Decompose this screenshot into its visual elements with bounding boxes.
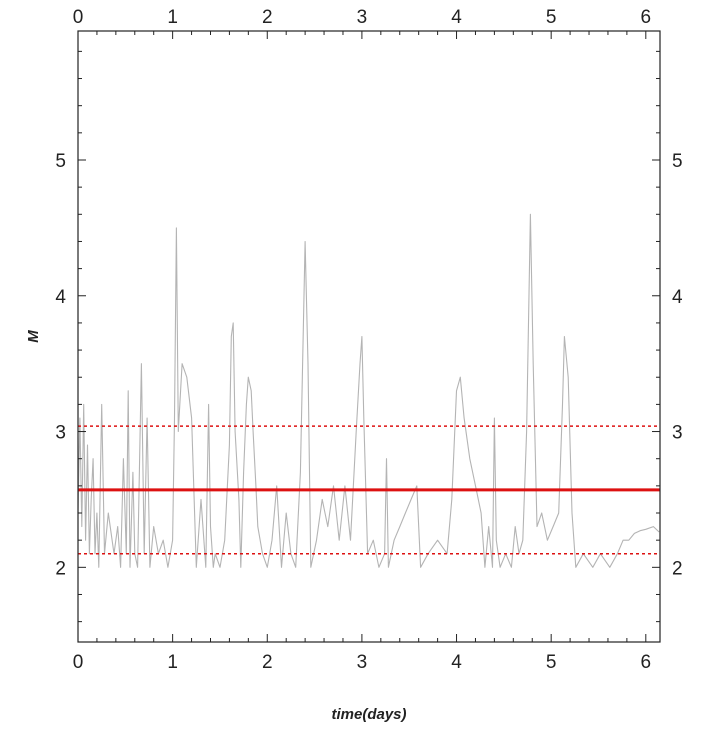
- y-tick-label-right: 4: [672, 287, 683, 308]
- y-tick-label-left: 3: [55, 423, 66, 444]
- x-tick-label-top: 2: [262, 7, 273, 28]
- y-tick-label-left: 5: [55, 151, 66, 172]
- x-tick-label-bottom: 6: [641, 652, 652, 673]
- x-tick-label-top: 6: [641, 7, 652, 28]
- x-tick-label-bottom: 1: [167, 652, 178, 673]
- x-tick-label-top: 3: [357, 7, 368, 28]
- series-layer: [77, 213, 660, 568]
- x-tick-label-top: 4: [451, 7, 462, 28]
- ticks-layer: 0 0 1 1 2 2 3 3 4 4 5 5 6 6 2 2 3 3 4 4 5 5: [55, 7, 683, 673]
- y-tick-label-left: 4: [55, 287, 66, 308]
- x-tick-label-bottom: 5: [546, 652, 557, 673]
- y-tick-label-left: 2: [55, 558, 66, 579]
- plot-frame: [77, 30, 661, 643]
- x-tick-label-bottom: 4: [451, 652, 462, 673]
- y-tick-label-right: 5: [672, 151, 683, 172]
- y-tick-label-right: 2: [672, 558, 683, 579]
- x-tick-label-bottom: 2: [262, 652, 273, 673]
- y-tick-label-right: 3: [672, 423, 683, 444]
- y-axis-title: M: [25, 330, 42, 343]
- x-tick-label-top: 1: [167, 7, 178, 28]
- x-tick-label-top: 5: [546, 7, 557, 28]
- x-tick-label-bottom: 3: [357, 652, 368, 673]
- x-tick-label-bottom: 0: [73, 652, 84, 673]
- series-line-0: [77, 213, 660, 568]
- x-tick-label-top: 0: [73, 7, 84, 28]
- reference-lines-layer: [78, 425, 660, 555]
- x-axis-title: time(days): [331, 706, 406, 723]
